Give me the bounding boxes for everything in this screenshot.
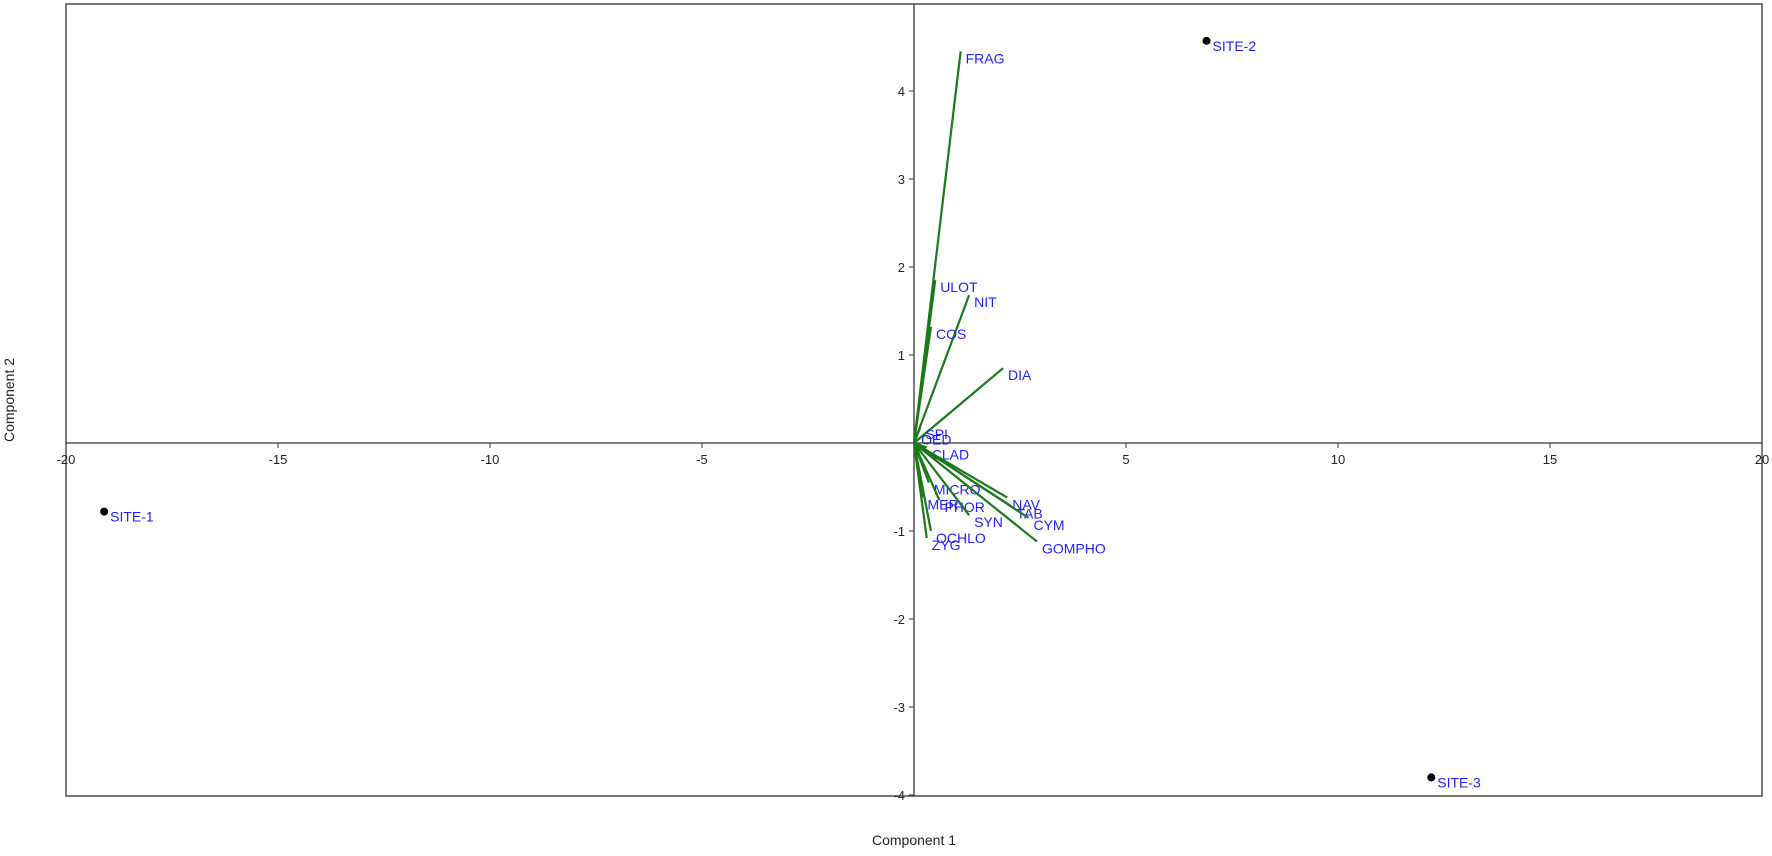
- vector-arrow: [912, 442, 941, 501]
- vector-label: FRAG: [966, 50, 1005, 66]
- x-tick-label: -15: [269, 452, 288, 467]
- y-tick-label: -2: [893, 612, 905, 627]
- vector-label: SPI: [925, 426, 948, 442]
- vector-label: TAB: [1017, 505, 1043, 521]
- x-tick-label: 15: [1543, 452, 1557, 467]
- vector-label: GOMPHO: [1042, 541, 1106, 557]
- x-tick-label: 10: [1331, 452, 1345, 467]
- site-label: SITE-1: [110, 509, 154, 525]
- site-point: [100, 507, 109, 516]
- vector-label: ZYG: [932, 537, 961, 553]
- y-axis-title: Component 2: [1, 358, 17, 442]
- vector-arrow: [912, 294, 971, 444]
- vector-label: CYM: [1033, 517, 1064, 533]
- vector-label: MER: [927, 497, 958, 513]
- y-tick-label: -3: [893, 700, 905, 715]
- x-tick-label: 5: [1122, 452, 1129, 467]
- vector-arrow: [912, 432, 918, 444]
- vector-label: DIA: [1008, 367, 1032, 383]
- vector-label: SYN: [974, 514, 1003, 530]
- site-label: SITE-2: [1213, 38, 1257, 54]
- vector-arrow: [913, 442, 1038, 543]
- y-tick-label: 1: [898, 348, 905, 363]
- vector-arrow: [912, 442, 928, 539]
- vector-label: ULOT: [940, 279, 978, 295]
- vector-arrow: [912, 326, 933, 444]
- vector-arrow: [913, 367, 1004, 444]
- x-tick-label: -20: [57, 452, 76, 467]
- vector-label: OED: [921, 431, 951, 447]
- vector-label: PHOR: [944, 499, 984, 515]
- vector-label: OCHLO: [936, 530, 986, 546]
- vector-label: NAV: [1012, 497, 1040, 513]
- vector-label: NIT: [974, 294, 997, 310]
- y-tick-label: 3: [898, 172, 905, 187]
- vector-label: COS: [936, 326, 966, 342]
- vector-label: CLAD: [932, 446, 969, 462]
- site-label: SITE-3: [1437, 774, 1481, 790]
- site-point: [1427, 773, 1436, 782]
- y-tick-label: 4: [898, 84, 905, 99]
- x-tick-label: -5: [696, 452, 708, 467]
- x-tick-label: 20: [1755, 452, 1769, 467]
- x-tick-label: -10: [481, 452, 500, 467]
- site-point: [1202, 36, 1211, 45]
- vector-arrow: [913, 442, 970, 516]
- y-tick-label: -1: [893, 524, 905, 539]
- y-tick-label: 2: [898, 260, 905, 275]
- y-axis-ticks: -4 -3 -2 -1 1 2 3 4: [893, 84, 914, 803]
- vector-arrow: [913, 442, 1030, 519]
- x-axis-title: Component 1: [872, 832, 956, 848]
- x-axis-ticks: -20 -15 -10 -5 5 10 15 20: [57, 443, 1769, 467]
- site-points: SITE-1 SITE-2 SITE-3: [100, 36, 1481, 790]
- y-tick-label: -4: [893, 788, 905, 803]
